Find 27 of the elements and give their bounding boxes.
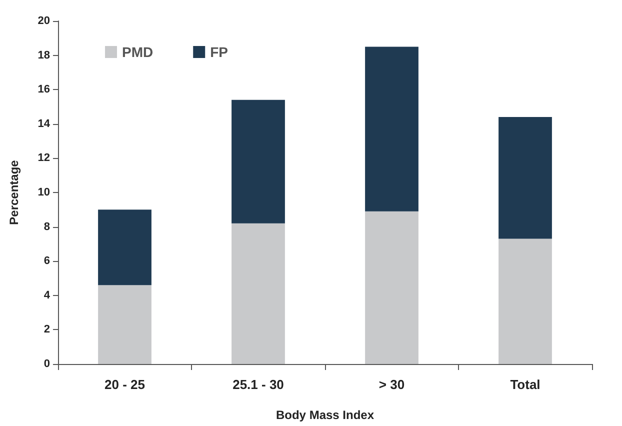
y-tick-label: 10 [38, 186, 50, 198]
y-tick-label: 0 [44, 358, 50, 370]
x-tick-label: Total [510, 377, 540, 392]
legend-label: PMD [122, 44, 154, 60]
y-tick-label: 4 [44, 289, 51, 302]
y-tick-label: 20 [38, 15, 50, 27]
bar [232, 223, 285, 364]
bar [365, 211, 418, 364]
y-tick-label: 2 [44, 324, 50, 336]
bar [498, 238, 552, 364]
legend-label: FP [210, 44, 228, 60]
y-axis-title: Percentage [7, 160, 21, 225]
bar [98, 210, 152, 286]
y-tick-label: 6 [44, 255, 50, 268]
y-tick-label: 8 [44, 220, 50, 233]
bar [365, 46, 418, 212]
bar [98, 285, 152, 364]
y-tick-label: 18 [38, 49, 50, 62]
x-axis-title: Body Mass Index [276, 408, 374, 422]
x-tick-label: 25.1 - 30 [232, 377, 284, 392]
y-tick-label: 16 [38, 84, 50, 96]
bar [498, 117, 552, 239]
bar [232, 100, 285, 224]
y-tick-label: 14 [38, 118, 51, 130]
x-tick-label: > 30 [378, 377, 405, 392]
x-tick-label: 20 - 25 [104, 377, 145, 392]
y-tick-label: 12 [38, 152, 50, 164]
